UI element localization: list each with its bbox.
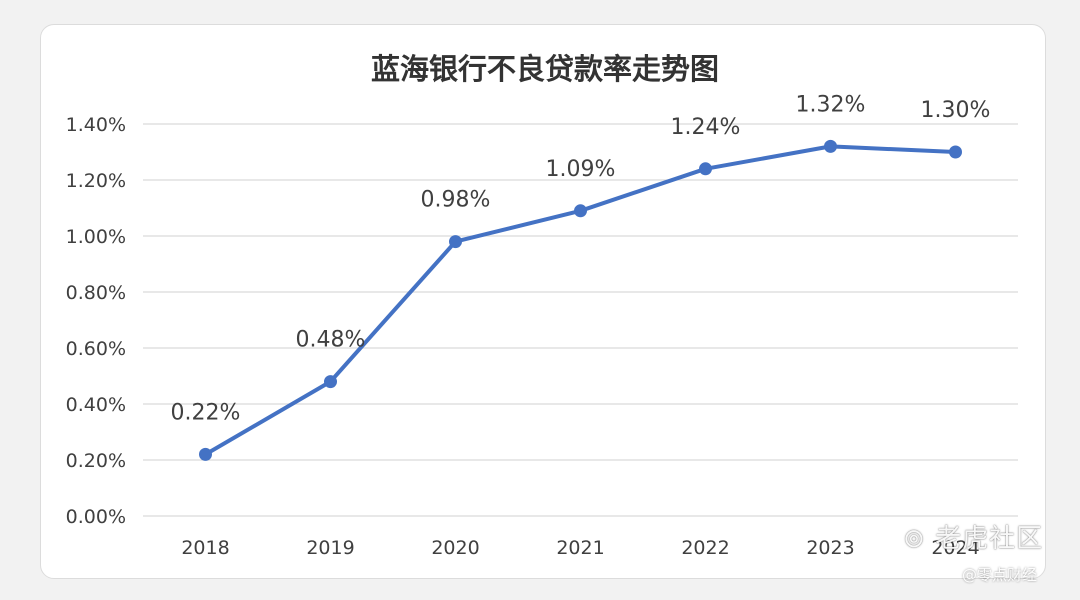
data-points: [199, 139, 962, 461]
x-tick-label: 2020: [431, 537, 479, 559]
x-tick-label: 2024: [931, 537, 979, 559]
y-tick-label: 0.20%: [66, 450, 126, 472]
y-tick-label: 0.60%: [66, 338, 126, 360]
data-point: [574, 204, 587, 218]
data-label: 1.24%: [671, 115, 741, 140]
watermark-handle: @零点财经: [962, 566, 1038, 584]
data-label: 1.32%: [796, 92, 866, 117]
data-labels: 0.22% 0.48% 0.98% 1.09% 1.24% 1.32% 1.30%: [171, 92, 991, 425]
watermark-site-name: 老虎社区: [935, 524, 1044, 554]
y-tick-label: 0.40%: [66, 394, 126, 416]
series-line-layer: [203, 144, 958, 457]
data-label: 0.98%: [421, 188, 491, 213]
data-label: 1.30%: [921, 98, 991, 123]
data-label: 0.48%: [296, 328, 366, 353]
watermark-logo-text: ⊚ 老虎社区: [903, 518, 1043, 555]
y-tick-label: 1.20%: [66, 170, 126, 192]
tiger-logo-icon: ⊚: [903, 524, 926, 554]
x-axis-tick-labels: 2018 2019 2020 2021 2022 2023 2024: [181, 537, 979, 559]
y-axis-tick-labels: 0.00% 0.20% 0.40% 0.60% 0.80% 1.00% 1.20% 1.40%: [66, 114, 126, 528]
y-tick-label: 1.00%: [66, 226, 126, 248]
data-point: [199, 447, 212, 461]
chart-title: 蓝海银行不良贷款率走势图: [371, 52, 719, 86]
data-point: [324, 375, 337, 389]
data-label: 1.09%: [546, 157, 616, 182]
series-line: [203, 144, 958, 457]
x-tick-label: 2021: [556, 537, 604, 559]
data-point: [949, 145, 962, 159]
data-point: [699, 162, 712, 176]
gridlines: [143, 123, 1018, 517]
data-point: [824, 139, 837, 153]
x-tick-label: 2023: [806, 537, 854, 559]
data-label: 0.22%: [171, 400, 241, 425]
data-point: [449, 235, 462, 249]
y-tick-label: 0.80%: [66, 282, 126, 304]
x-tick-label: 2018: [181, 537, 229, 559]
y-tick-label: 1.40%: [66, 114, 126, 136]
y-tick-label: 0.00%: [66, 506, 126, 528]
x-tick-label: 2022: [681, 537, 729, 559]
chart-card: [40, 24, 1046, 579]
x-tick-label: 2019: [306, 537, 354, 559]
